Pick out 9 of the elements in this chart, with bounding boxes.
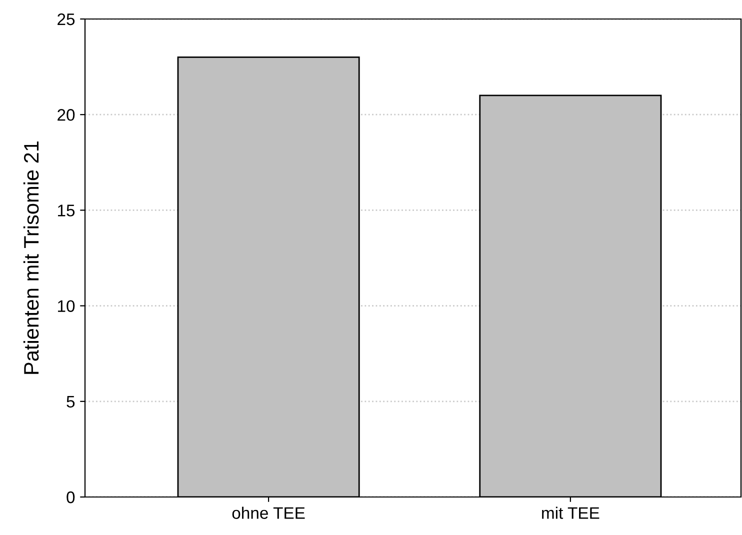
y-tick-label: 0 [66, 491, 75, 504]
y-tick-label: 5 [66, 396, 75, 408]
x-tick-label: mit TEE [542, 506, 600, 519]
y-tick-label: 15 [58, 204, 75, 216]
y-tick-label: 10 [58, 300, 75, 312]
y-tick-label: 25 [58, 13, 75, 26]
x-tick-label: ohne TEE [232, 506, 305, 519]
y-tick-label: 20 [58, 109, 75, 121]
y-axis-title: Patienten mit Trisomie 21 [23, 141, 39, 374]
